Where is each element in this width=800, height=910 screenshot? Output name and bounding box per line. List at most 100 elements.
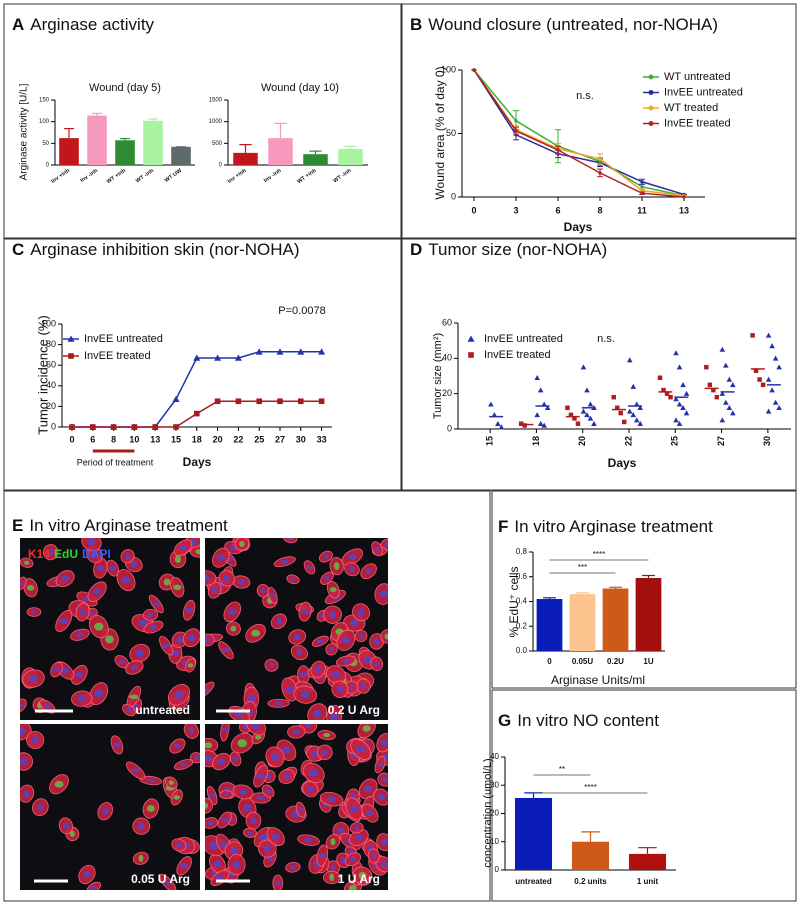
marker [673,396,679,402]
x-tick-label: 27 [275,434,285,444]
marker [723,362,729,368]
nucleus [290,577,296,582]
marker [541,422,547,428]
marker [673,350,679,356]
nucleus [54,780,64,788]
marker [673,417,679,423]
nucleus [268,662,275,668]
marker [234,354,242,361]
marker [235,398,242,405]
y-tick-label: 40 [442,353,452,363]
nucleus [212,586,218,594]
bar [303,154,328,165]
nucleus [20,726,26,735]
nucleus [174,555,182,563]
nucleus [149,624,158,630]
nucleus [101,808,109,815]
nucleus [256,773,266,779]
marker [683,390,690,396]
panel-heading: E In vitro Arginase treatment [12,516,228,535]
marker [276,348,284,355]
nucleus [358,633,364,639]
nucleus [246,695,256,702]
nucleus [130,664,139,671]
bar [628,853,667,870]
nucleus [176,636,183,643]
bar [233,152,258,165]
marker [587,401,594,407]
marker [765,408,772,414]
nucleus [24,560,30,565]
annotation: n.s. [576,90,594,102]
nucleus [138,854,144,862]
nucleus [179,762,188,767]
nucleus [230,625,237,632]
bar [514,797,553,870]
marker [584,387,590,393]
nucleus [208,793,217,798]
marker [110,424,117,430]
x-tick-label: untreated [515,877,552,886]
marker [498,424,505,430]
y-tick-label: 80 [46,339,56,349]
y-tick-label: 1500 [209,98,223,104]
x-tick-label: 22 [233,434,243,444]
nucleus [232,860,241,869]
nucleus [363,785,373,793]
x-tick-label: 13 [679,205,689,215]
nucleus [207,820,214,826]
nucleus [329,713,339,720]
nucleus [77,695,86,703]
marker [534,412,540,418]
x-tick-label: WT -inh [333,168,353,185]
nucleus [83,871,91,878]
panel-letter: B [410,15,422,34]
nucleus [270,752,280,761]
y-tick-label: 0 [451,191,456,201]
nucleus [293,633,301,641]
y-tick-label: 40 [490,752,499,761]
marker [472,68,476,72]
marker [633,401,640,407]
nucleus [376,762,384,767]
marker [630,412,637,418]
nucleus [194,755,199,760]
marker [769,387,775,393]
x-tick-label: 20 [213,434,223,444]
x-tick-label: Inv +inh [227,168,248,185]
nucleus [381,860,387,869]
y-tick-label: 0.0 [516,646,528,655]
annotation: n.s. [597,333,615,345]
marker [640,180,644,184]
nucleus [171,650,180,657]
panel-box [401,238,797,491]
nucleus [47,548,54,556]
nucleus [205,754,213,763]
marker [776,405,782,411]
nucleus [349,884,357,890]
y-tick-label: 0.2 [516,621,528,630]
nucleus [163,881,173,885]
y-tick-label: 100 [41,318,56,328]
panel-box [3,490,491,902]
y-axis-label: % EdU⁺ cells [507,566,521,637]
x-tick-label: WT +inh [106,168,128,186]
marker [753,368,759,373]
bar [569,594,596,651]
nucleus [311,749,318,758]
nucleus [347,554,357,560]
nucleus [87,538,96,546]
nucleus [337,827,345,835]
marker [676,420,683,426]
nucleus [29,674,38,683]
stain-name: DAPI [82,547,111,561]
bar [536,599,563,651]
nucleus [69,830,75,837]
nucleus [323,576,331,581]
x-tick-label: 0 [471,205,476,215]
x-tick-label: 1U [643,657,653,666]
marker [518,421,524,426]
nucleus [260,588,266,594]
nucleus [168,780,174,785]
nucleus [354,825,360,831]
